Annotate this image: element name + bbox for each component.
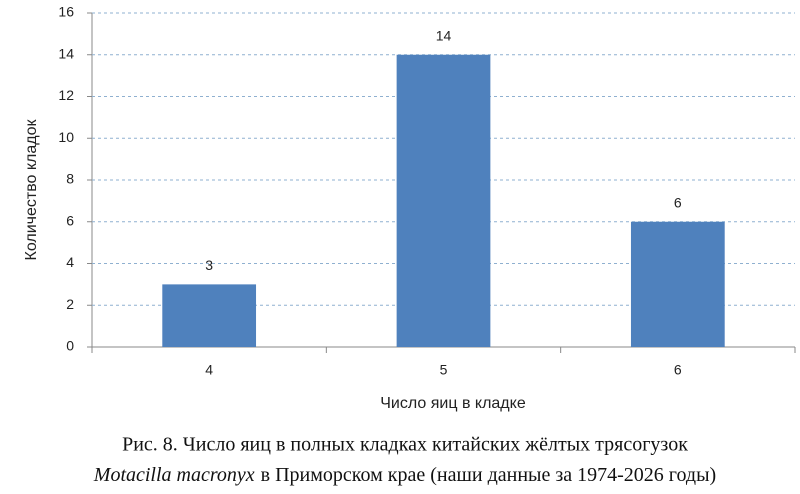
y-tick-label: 12 [58, 87, 74, 103]
x-tick-label: 5 [440, 362, 448, 378]
caption-line: Motacilla macronyx в Приморском крае (наш… [93, 464, 716, 486]
y-tick-label: 6 [66, 212, 74, 228]
y-tick-label: 10 [58, 129, 74, 145]
y-tick-label: 0 [66, 338, 74, 354]
bar [162, 284, 257, 347]
caption-rest: в Приморском крае (наши данные за 1974-2… [261, 464, 717, 486]
caption-line: Рис. 8. Число яиц в полных кладках китай… [122, 434, 688, 456]
x-tick-label: 4 [205, 362, 213, 378]
caption-species: Motacilla macronyx [93, 464, 255, 486]
data-label: 6 [674, 194, 682, 210]
y-tick-label: 4 [66, 254, 74, 270]
y-tick-label: 8 [66, 171, 74, 187]
data-label: 14 [436, 27, 452, 43]
bar [396, 54, 491, 347]
bar [630, 221, 725, 347]
y-axis-label: Количество кладок [23, 118, 40, 260]
y-tick-label: 14 [58, 45, 74, 61]
x-tick-label: 6 [674, 362, 682, 378]
y-tick-label: 16 [58, 4, 74, 20]
data-label: 3 [205, 257, 213, 273]
x-axis-label: Число яиц в кладке [380, 395, 526, 412]
y-tick-label: 2 [66, 296, 74, 312]
